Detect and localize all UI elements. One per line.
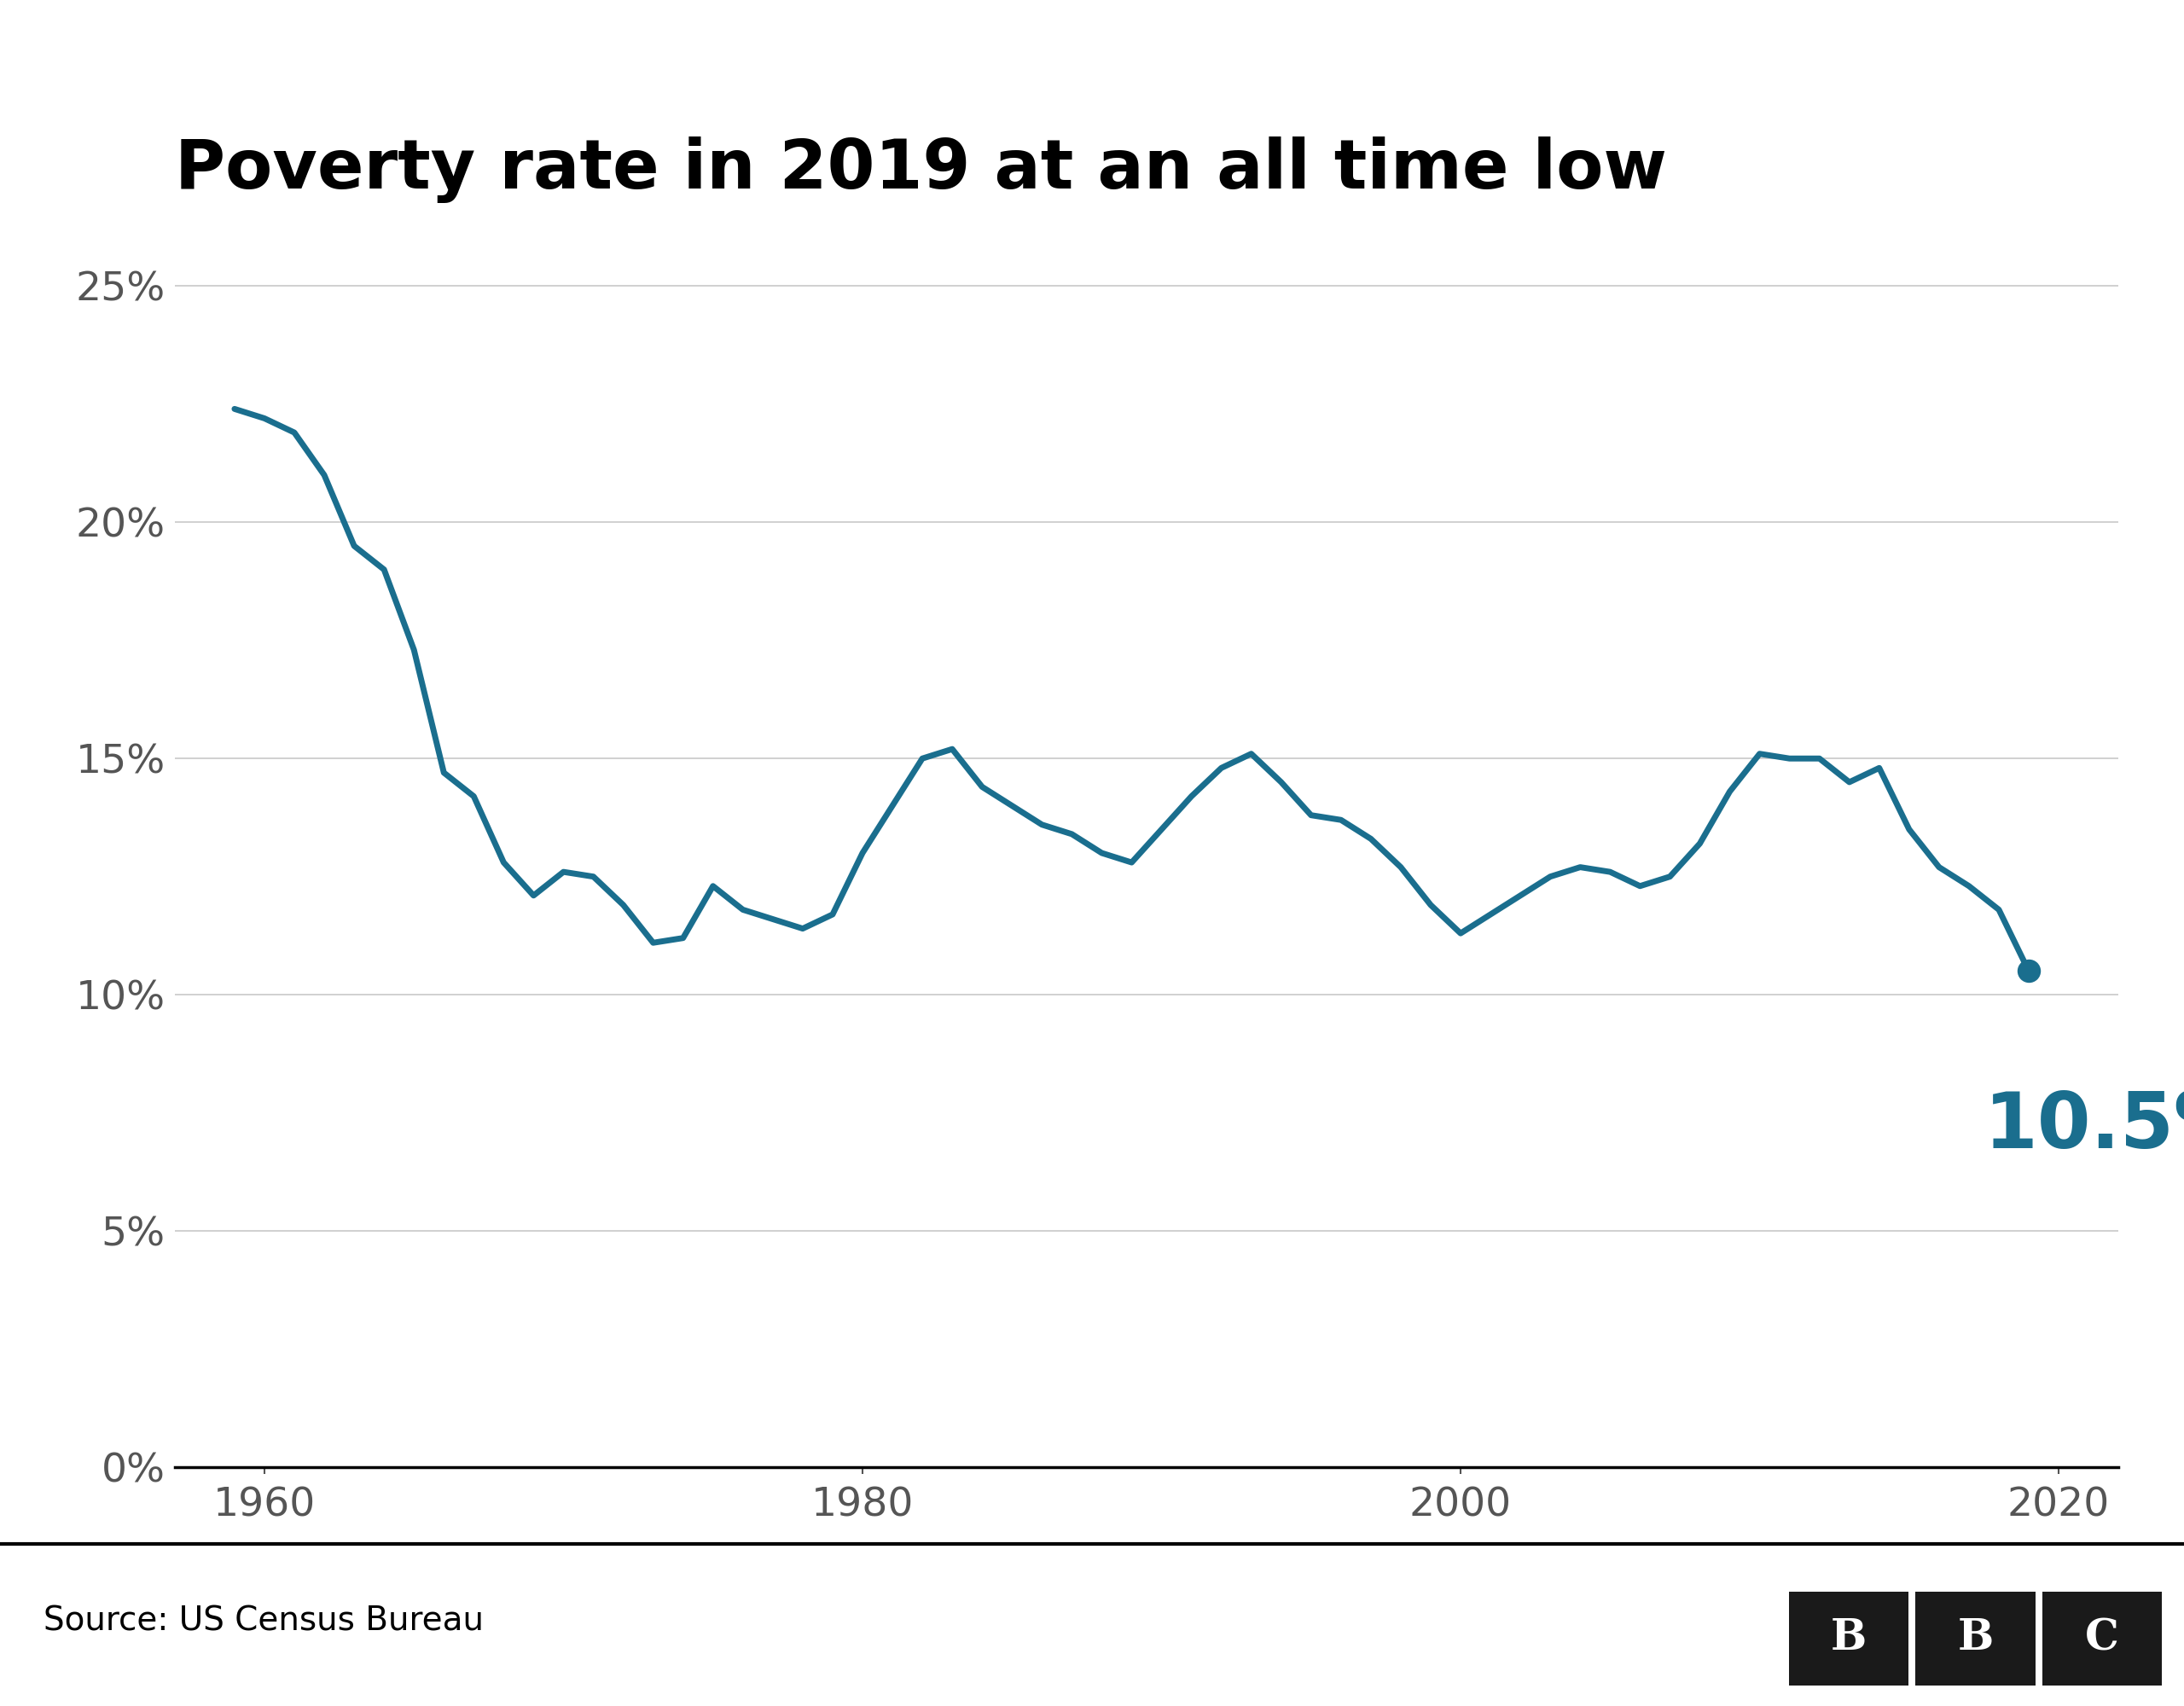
Text: B: B: [1830, 1617, 1867, 1660]
Text: B: B: [1957, 1617, 1994, 1660]
Text: Poverty rate in 2019 at an all time low: Poverty rate in 2019 at an all time low: [175, 136, 1666, 203]
Text: Source: US Census Bureau: Source: US Census Bureau: [44, 1604, 485, 1638]
Text: 10.5%: 10.5%: [1983, 1088, 2184, 1163]
Text: C: C: [2086, 1617, 2118, 1660]
Point: [2011, 957, 2046, 984]
